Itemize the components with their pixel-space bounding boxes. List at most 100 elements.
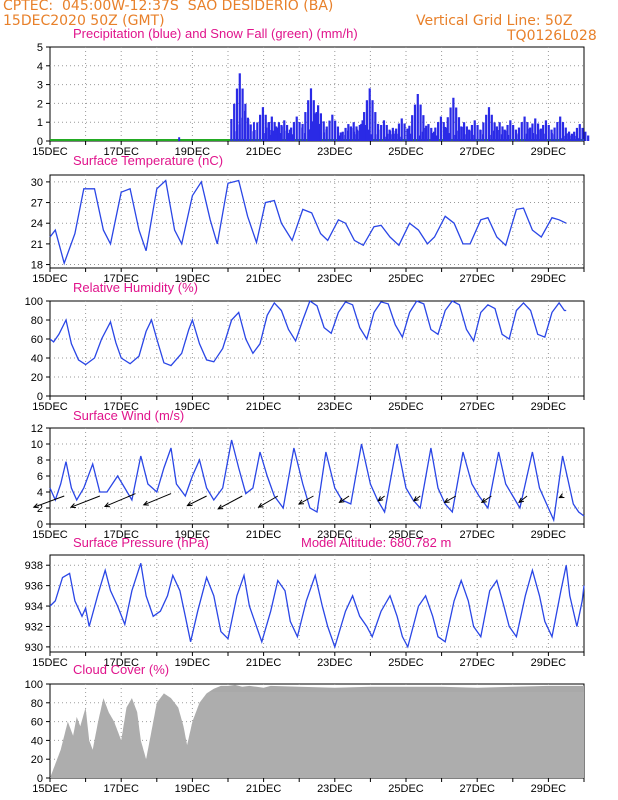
precip-bar <box>361 120 364 141</box>
panel-title: Surface Temperature (nC) <box>73 153 223 168</box>
precip-bar <box>267 122 271 141</box>
wind-arrow <box>518 495 528 503</box>
panel-cloud <box>46 683 585 782</box>
precip-bar <box>285 124 289 141</box>
precip-bar <box>536 134 539 141</box>
precip-bar <box>352 122 355 141</box>
precip-bar <box>279 133 282 141</box>
precip-bar <box>230 119 233 141</box>
precip-bar <box>468 129 471 141</box>
precip-bar <box>386 133 389 141</box>
header-code: TQ0126L028 <box>507 28 597 44</box>
panel-wind <box>32 427 585 528</box>
precip-bar <box>446 117 449 141</box>
y-tick-label: 3 <box>37 80 43 92</box>
x-tick-label: 23DEC <box>317 401 353 413</box>
precip-bar <box>457 117 461 141</box>
precip-bar <box>567 131 571 141</box>
x-tick-label: 27DEC <box>459 529 495 541</box>
precip-bar <box>434 127 437 141</box>
precip-bar <box>556 122 559 141</box>
precip-bar <box>418 135 422 141</box>
y-tick-label: 20 <box>31 372 43 384</box>
y-tick-label: 80 <box>31 698 43 710</box>
x-tick-label: 23DEC <box>317 146 353 158</box>
precip-bar <box>290 127 293 141</box>
precip-bar <box>385 124 388 141</box>
precip-bar <box>312 100 315 141</box>
y-tick-label: 4 <box>37 487 43 499</box>
precip-bar <box>241 88 244 141</box>
precip-bar <box>536 123 540 141</box>
x-tick-label: 21DEC <box>246 529 282 541</box>
y-tick-label: 0 <box>37 773 43 785</box>
y-tick-label: 2 <box>37 503 43 515</box>
precip-bar <box>403 123 406 141</box>
y-tick-label: 60 <box>31 334 43 346</box>
precip-bar <box>367 129 370 141</box>
precip-bar <box>395 128 398 141</box>
x-tick-label: 17DEC <box>103 657 139 669</box>
x-tick-label: 25DEC <box>388 783 424 795</box>
precip-bar <box>487 107 491 141</box>
precip-bar <box>301 123 304 141</box>
panel-title: Precipitation (blue) and Snow Fall (gree… <box>73 26 358 41</box>
x-tick-label: 27DEC <box>459 273 495 285</box>
precip-bar <box>452 97 455 141</box>
precip-bar <box>559 116 562 141</box>
wind-arrow <box>187 495 207 507</box>
precip-bar <box>314 113 317 141</box>
precip-bar <box>517 127 521 141</box>
precip-bar <box>371 100 374 141</box>
precip-bar <box>445 127 448 141</box>
series-line-temp <box>49 179 567 266</box>
precip-bar <box>411 115 414 141</box>
precip-bar <box>500 134 504 141</box>
precip-bar <box>287 133 290 141</box>
precip-bar <box>325 126 328 141</box>
y-tick-label: 30 <box>31 177 43 189</box>
wind-arrow <box>481 495 492 503</box>
x-tick-label: 23DEC <box>317 273 353 285</box>
precip-bar <box>322 132 326 141</box>
wind-arrow-head <box>257 502 264 508</box>
y-tick-label: 5 <box>37 42 43 54</box>
precip-bar <box>304 112 307 141</box>
precip-bar <box>439 116 443 141</box>
precip-bar <box>542 124 545 141</box>
y-tick-label: 80 <box>31 315 43 327</box>
x-tick-label: 15DEC <box>32 146 68 158</box>
precip-bar <box>291 134 294 141</box>
precip-bar <box>534 118 537 141</box>
precip-bar <box>355 129 359 141</box>
precip-bar <box>482 122 485 141</box>
wind-arrow-head <box>412 496 419 502</box>
y-tick-label: 10 <box>31 439 43 451</box>
precip-bar <box>465 134 468 141</box>
wind-arrow <box>339 495 350 503</box>
x-tick-label: 19DEC <box>175 529 211 541</box>
y-tick-label: 0 <box>37 391 43 403</box>
wind-arrow-head <box>142 500 149 506</box>
wind-arrow-head <box>338 497 345 504</box>
precip-bar <box>292 122 296 141</box>
precip-bar <box>561 122 565 141</box>
precip-bar <box>383 136 386 141</box>
precip-bar <box>344 134 347 141</box>
precip-bar <box>368 88 371 141</box>
precip-bar <box>437 122 440 141</box>
precip-bar <box>235 131 238 141</box>
precip-bar <box>509 120 512 141</box>
x-tick-label: 25DEC <box>388 657 424 669</box>
precip-bar <box>246 117 250 141</box>
y-tick-label: 20 <box>31 754 43 766</box>
wind-arrow <box>33 495 65 508</box>
series-line-rh <box>49 299 567 367</box>
precip-bar <box>380 124 383 141</box>
precip-bar <box>465 126 468 141</box>
panel-frame <box>49 174 585 269</box>
precip-bar <box>363 112 366 141</box>
wind-arrow <box>444 495 457 503</box>
y-tick-label: 1 <box>37 117 43 129</box>
x-tick-label: 19DEC <box>175 146 211 158</box>
